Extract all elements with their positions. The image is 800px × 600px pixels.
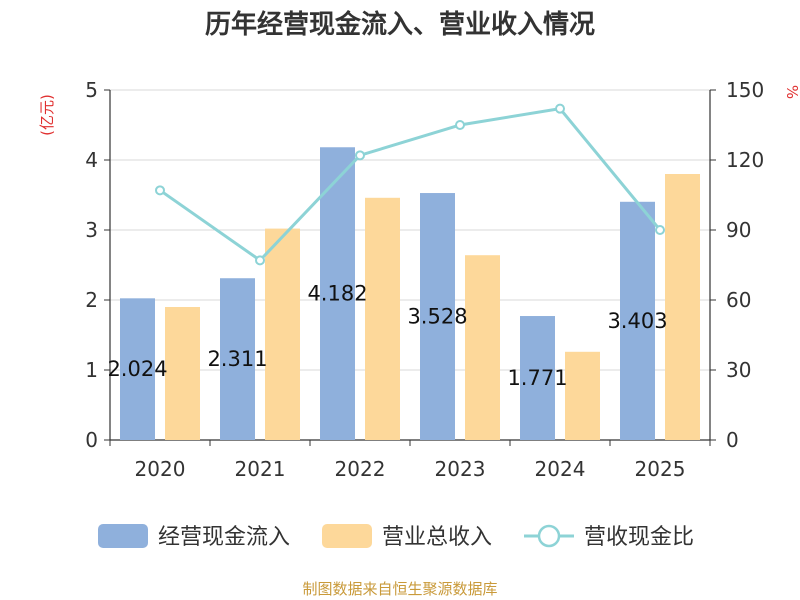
- bar-cash-inflow: [620, 201, 655, 440]
- x-tick-label: 2021: [235, 457, 286, 481]
- bar-revenue: [365, 197, 400, 440]
- y-right-tick-label: 90: [726, 218, 751, 242]
- y-right-tick-label: 30: [726, 358, 751, 382]
- legend-label: 经营现金流入: [158, 525, 290, 550]
- bar-data-label: 3.403: [607, 309, 667, 333]
- legend-swatch-ratio-marker: [537, 524, 561, 548]
- x-tick-label: 2023: [435, 457, 486, 481]
- line-point: [555, 103, 565, 114]
- y-right-axis-label: %: [783, 85, 800, 99]
- line-point: [655, 225, 665, 235]
- y-left-tick-label: 0: [85, 428, 98, 452]
- line-point: [355, 150, 365, 161]
- legend-swatch-revenue: [322, 524, 372, 548]
- bar-revenue: [465, 255, 500, 440]
- y-right-tick-label: 120: [726, 148, 764, 172]
- bar-cash-inflow: [420, 193, 455, 440]
- bar-cash-inflow: [320, 147, 355, 440]
- source-note: 制图数据来自恒生聚源数据库: [302, 580, 498, 598]
- line-point: [455, 120, 465, 130]
- line-point: [255, 255, 265, 266]
- y-left-axis-label: (亿元): [38, 94, 56, 136]
- y-left-tick-label: 1: [85, 358, 98, 382]
- y-left-tick-label: 3: [85, 218, 98, 242]
- y-left-tick-label: 2: [85, 288, 98, 312]
- bar-cash-inflow: [520, 316, 555, 440]
- bar-revenue: [165, 307, 200, 440]
- bar-data-label: 3.528: [407, 305, 467, 329]
- bar-revenue: [665, 174, 700, 440]
- chart-title: 历年经营现金流入、营业收入情况: [204, 10, 595, 40]
- bar-revenue: [265, 228, 300, 440]
- y-left-tick-label: 4: [85, 148, 98, 172]
- bar-data-label: 1.771: [507, 366, 567, 390]
- x-tick-label: 2024: [535, 457, 586, 481]
- bar-data-label: 2.024: [107, 357, 167, 381]
- line-ratio: [159, 107, 662, 263]
- line-point: [155, 185, 165, 196]
- legend-label: 营业总收入: [382, 525, 492, 550]
- y-right-tick-label: 60: [726, 288, 751, 312]
- legend-swatch-cash-inflow: [98, 524, 148, 548]
- y-left-tick-label: 5: [85, 78, 98, 102]
- x-tick-label: 2020: [135, 457, 186, 481]
- bar-cash-inflow: [220, 278, 255, 440]
- bar-cash-inflow: [120, 298, 155, 440]
- bar-data-label: 2.311: [207, 347, 267, 371]
- y-right-tick-label: 0: [726, 428, 739, 452]
- bar-revenue: [565, 351, 600, 440]
- bar-data-label: 4.182: [307, 282, 367, 306]
- x-tick-label: 2025: [635, 457, 686, 481]
- legend-label: 营收现金比: [584, 525, 694, 550]
- x-tick-label: 2022: [335, 457, 386, 481]
- y-right-tick-label: 150: [726, 78, 764, 102]
